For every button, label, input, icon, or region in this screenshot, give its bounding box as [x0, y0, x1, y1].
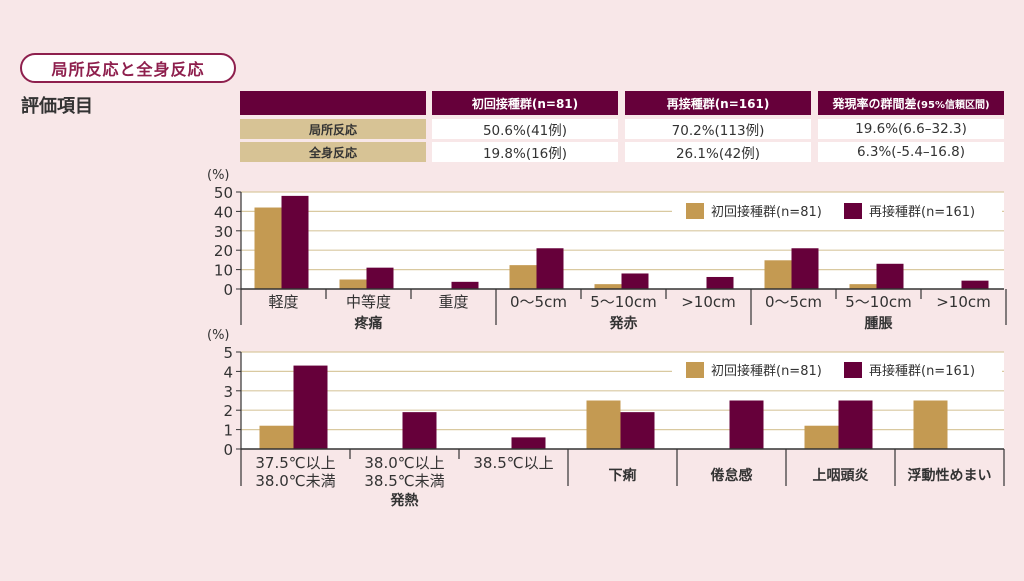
legend-swatch — [844, 362, 862, 378]
legend-swatch — [844, 203, 862, 219]
bar-re-group — [961, 280, 989, 289]
bar-re-group — [876, 263, 904, 289]
table-cell: 50.6%(41例) — [432, 119, 618, 139]
table-cell: 6.3%(-5.4–16.8) — [818, 142, 1004, 162]
y-tick-label: 4 — [223, 363, 233, 381]
table-cell: 26.1%(42例) — [625, 142, 811, 162]
group-label: 腫脹 — [865, 315, 893, 332]
x-tick-label: >10cm — [936, 293, 991, 311]
bar-re-group — [536, 248, 564, 289]
y-axis-label: (%) — [207, 328, 230, 343]
x-tick-label: 0〜5cm — [765, 293, 822, 311]
bar-first-group — [804, 425, 839, 449]
bar-re-group — [838, 400, 873, 449]
legend-label: 初回接種群(n=81) — [711, 204, 822, 220]
y-tick-label: 10 — [214, 262, 233, 280]
x-tick-label: 38.0℃未満 — [255, 472, 335, 490]
y-tick-label: 1 — [223, 422, 233, 440]
x-tick-label: 38.5℃以上 — [473, 454, 553, 472]
bar-first-group — [586, 400, 621, 449]
table-cell: 19.8%(16例) — [432, 142, 618, 162]
group-label: 発熱 — [390, 492, 419, 509]
bar-first-group — [594, 284, 622, 289]
x-tick-label: 中等度 — [346, 293, 391, 311]
y-tick-label: 3 — [223, 383, 233, 401]
bar-first-group — [254, 207, 282, 289]
x-tick-label: 5〜10cm — [590, 293, 657, 311]
bar-re-group — [451, 281, 479, 289]
table-header-first: 初回接種群(n=81) — [432, 91, 618, 115]
legend-swatch — [686, 362, 704, 378]
bar-first-group — [764, 260, 792, 289]
y-tick-label: 40 — [214, 203, 233, 221]
table-header-re: 再接種群(n=161) — [625, 91, 811, 115]
group-label: 疼痛 — [355, 315, 383, 332]
table-header-diff: 発現率の群間差 (95%信頼区間) — [818, 91, 1004, 115]
y-tick-label: 0 — [223, 441, 233, 459]
bar-re-group — [402, 412, 437, 449]
legend-label: 再接種群(n=161) — [869, 204, 975, 220]
bar-re-group — [706, 276, 734, 289]
y-axis-label: (%) — [207, 168, 230, 183]
x-tick-label: 上咽頭炎 — [813, 468, 869, 484]
bar-re-group — [511, 437, 546, 449]
bar-re-group — [729, 400, 764, 449]
table-cell: 19.6%(6.6–32.3) — [818, 119, 1004, 139]
bar-re-group — [791, 248, 819, 289]
y-tick-label: 2 — [223, 402, 233, 420]
x-tick-label: 軽度 — [268, 293, 298, 311]
y-tick-label: 0 — [223, 281, 233, 299]
y-tick-label: 20 — [214, 242, 233, 260]
bar-re-group — [366, 267, 394, 289]
section-title: 局所反応と全身反応 — [20, 53, 236, 83]
bar-re-group — [281, 195, 309, 289]
x-tick-label: >10cm — [681, 293, 736, 311]
bar-first-group — [913, 400, 948, 449]
table-header-diff-label: 発現率の群間差 — [832, 96, 917, 111]
legend-label: 初回接種群(n=81) — [711, 363, 822, 379]
legend-background — [672, 360, 1002, 382]
bar-re-group — [293, 365, 328, 449]
bar-re-group — [621, 273, 649, 289]
y-tick-label: 30 — [214, 223, 233, 241]
x-tick-label: 37.5℃以上 — [255, 454, 335, 472]
group-label: 発赤 — [609, 315, 638, 332]
y-tick-label: 5 — [223, 344, 233, 362]
bar-first-group — [259, 425, 294, 449]
x-tick-label: 0〜5cm — [510, 293, 567, 311]
x-tick-label: 重度 — [438, 293, 468, 311]
table-header-diff-ci: (95%信頼区間) — [916, 99, 990, 111]
bar-first-group — [849, 284, 877, 289]
x-tick-label: 38.5℃未満 — [364, 472, 444, 490]
x-tick-label: 下痢 — [609, 467, 637, 484]
eval-title: 評価項目 — [21, 96, 93, 117]
table-row-label: 全身反応 — [240, 142, 426, 162]
y-tick-label: 50 — [214, 184, 233, 202]
x-tick-label: 38.0℃以上 — [364, 454, 444, 472]
x-tick-label: 倦怠感 — [711, 467, 753, 484]
legend-background — [672, 201, 1002, 223]
x-tick-label: 浮動性めまい — [908, 467, 992, 484]
x-tick-label: 5〜10cm — [845, 293, 912, 311]
table-cell: 70.2%(113例) — [625, 119, 811, 139]
bar-first-group — [339, 279, 367, 289]
bar-first-group — [509, 265, 537, 289]
bar-re-group — [620, 412, 655, 449]
legend-label: 再接種群(n=161) — [869, 363, 975, 379]
table-row-label: 局所反応 — [240, 119, 426, 139]
table-header-empty — [240, 91, 426, 115]
legend-swatch — [686, 203, 704, 219]
